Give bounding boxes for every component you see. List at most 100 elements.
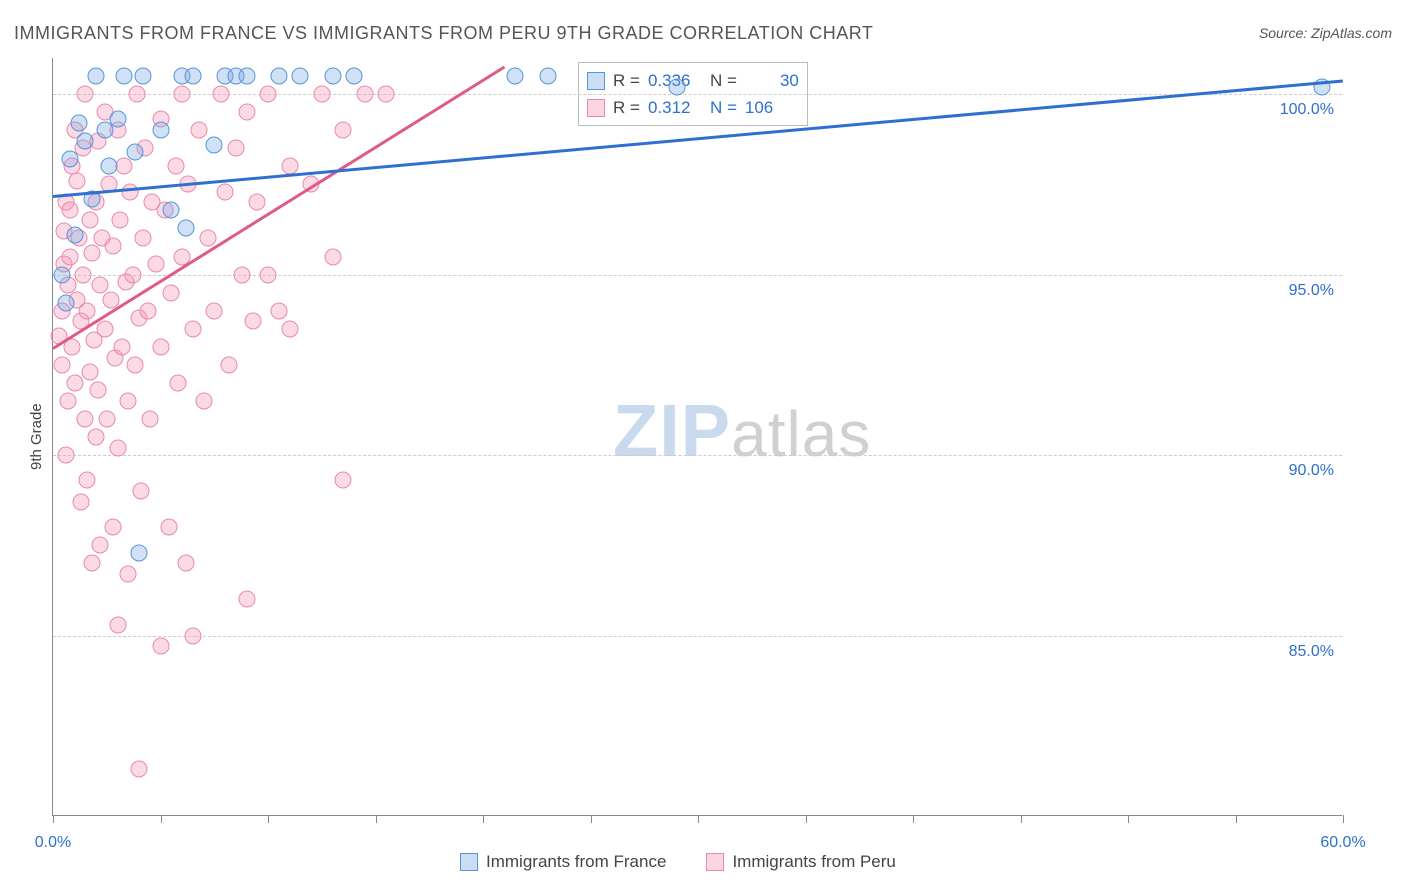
data-point (109, 616, 126, 633)
data-point (238, 68, 255, 85)
data-point (62, 248, 79, 265)
data-point (77, 410, 94, 427)
swatch-peru-icon (587, 99, 605, 117)
data-point (152, 338, 169, 355)
data-point (152, 122, 169, 139)
gridline (53, 455, 1342, 456)
data-point (109, 439, 126, 456)
data-point (83, 244, 100, 261)
legend-item-peru: Immigrants from Peru (706, 852, 895, 872)
data-point (57, 295, 74, 312)
x-tick (1128, 815, 1129, 823)
legend-item-france: Immigrants from France (460, 852, 666, 872)
data-point (124, 266, 141, 283)
gridline (53, 636, 1342, 637)
data-point (111, 212, 128, 229)
x-tick (1236, 815, 1237, 823)
y-tick-label: 85.0% (1287, 643, 1336, 661)
data-point (169, 374, 186, 391)
legend: Immigrants from France Immigrants from P… (460, 852, 896, 872)
data-point (83, 555, 100, 572)
swatch-peru-icon (706, 853, 724, 871)
data-point (92, 537, 109, 554)
data-point (195, 392, 212, 409)
data-point (161, 519, 178, 536)
data-point (81, 212, 98, 229)
data-point (324, 68, 341, 85)
data-point (324, 248, 341, 265)
data-point (57, 447, 74, 464)
data-point (79, 472, 96, 489)
data-point (60, 392, 77, 409)
y-tick-label: 90.0% (1287, 462, 1336, 480)
data-point (178, 219, 195, 236)
data-point (120, 566, 137, 583)
data-point (68, 172, 85, 189)
data-point (141, 410, 158, 427)
data-point (217, 183, 234, 200)
data-point (81, 364, 98, 381)
data-point (115, 158, 132, 175)
data-point (105, 519, 122, 536)
x-tick (161, 815, 162, 823)
data-point (75, 266, 92, 283)
data-point (79, 302, 96, 319)
watermark: ZIPatlas (613, 388, 871, 473)
x-tick-label: 0.0% (35, 834, 71, 852)
gridline (53, 94, 1342, 95)
data-point (313, 86, 330, 103)
x-tick (913, 815, 914, 823)
data-point (139, 302, 156, 319)
scatter-plot: ZIPatlas R = 0.336 N = 30 R = 0.312 N = … (52, 58, 1342, 816)
data-point (96, 320, 113, 337)
data-point (221, 356, 238, 373)
data-point (212, 86, 229, 103)
data-point (227, 140, 244, 157)
data-point (249, 194, 266, 211)
data-point (88, 68, 105, 85)
data-point (120, 392, 137, 409)
data-point (335, 122, 352, 139)
data-point (148, 255, 165, 272)
data-point (98, 410, 115, 427)
legend-label: Immigrants from France (486, 852, 666, 872)
data-point (100, 158, 117, 175)
source-label: Source: ZipAtlas.com (1259, 25, 1392, 41)
stats-row-peru: R = 0.312 N = 106 (587, 94, 799, 121)
data-point (356, 86, 373, 103)
data-point (206, 302, 223, 319)
data-point (131, 544, 148, 561)
data-point (335, 472, 352, 489)
x-tick-label: 60.0% (1320, 834, 1365, 852)
legend-label: Immigrants from Peru (732, 852, 895, 872)
x-tick (591, 815, 592, 823)
data-point (163, 201, 180, 218)
data-point (88, 429, 105, 446)
y-tick-label: 100.0% (1278, 101, 1336, 119)
data-point (163, 284, 180, 301)
data-point (66, 374, 83, 391)
data-point (66, 226, 83, 243)
data-point (292, 68, 309, 85)
data-point (191, 122, 208, 139)
data-point (113, 338, 130, 355)
data-point (270, 302, 287, 319)
data-point (109, 111, 126, 128)
x-tick (483, 815, 484, 823)
data-point (133, 483, 150, 500)
data-point (206, 136, 223, 153)
x-tick (53, 815, 54, 823)
data-point (668, 78, 685, 95)
x-tick (698, 815, 699, 823)
data-point (131, 761, 148, 778)
data-point (281, 320, 298, 337)
data-point (346, 68, 363, 85)
data-point (184, 320, 201, 337)
data-point (62, 201, 79, 218)
data-point (260, 86, 277, 103)
data-point (115, 68, 132, 85)
data-point (507, 68, 524, 85)
data-point (238, 104, 255, 121)
data-point (77, 133, 94, 150)
data-point (378, 86, 395, 103)
